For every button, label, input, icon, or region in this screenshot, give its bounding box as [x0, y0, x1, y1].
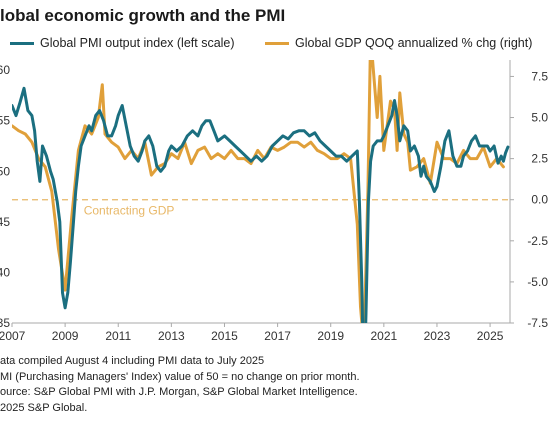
right-tick-label: 7.5 [531, 69, 548, 83]
legend: Global PMI output index (left scale) Glo… [0, 36, 551, 54]
chart-plot: 35 40 45 50 55 60 -7.5 -5.0 -2.5 0.0 2.5 5.0 7.5 2007… [0, 60, 548, 343]
x-tick-label: 2021 [370, 329, 397, 343]
left-tick-label: 60 [0, 63, 10, 77]
contracting-gdp-label: Contracting GDP [84, 204, 175, 218]
footnote-line: ata compiled August 4 including PMI data… [0, 355, 265, 367]
right-tick-label: -5.0 [527, 275, 548, 289]
legend-label-pmi: Global PMI output index (left scale) [40, 36, 235, 50]
right-tick-label: 5.0 [531, 111, 548, 125]
footnotes: ata compiled August 4 including PMI data… [0, 354, 360, 416]
chart-title: lobal economic growth and the PMI [0, 6, 286, 25]
right-tick-label: 2.5 [531, 152, 548, 166]
pmi-series-line [12, 86, 510, 323]
left-tick-label: 40 [0, 265, 10, 279]
legend-swatch-gdp [265, 41, 289, 45]
x-tick-label: 2019 [317, 329, 344, 343]
legend-swatch-pmi [10, 41, 34, 45]
right-tick-label: -2.5 [527, 234, 548, 248]
x-tick-label: 2023 [424, 329, 451, 343]
footnote-line: 2025 S&P Global. [0, 401, 88, 414]
left-tick-label: 50 [0, 164, 10, 178]
x-tick-label: 2007 [0, 329, 26, 343]
gdp-series-line [12, 60, 505, 323]
x-tick-label: 2025 [477, 329, 504, 343]
x-tick-label: 2017 [264, 329, 291, 343]
x-tick-label: 2009 [52, 329, 79, 343]
x-tick-label: 2013 [158, 329, 185, 343]
right-tick-label: 0.0 [531, 193, 548, 207]
x-tick-label: 2015 [211, 329, 238, 343]
x-tick-label: 2011 [105, 329, 131, 343]
left-tick-label: 45 [0, 215, 10, 229]
legend-label-gdp: Global GDP QOQ annualized % chg (right) [295, 36, 533, 50]
left-tick-label: 35 [0, 316, 10, 330]
right-tick-label: -7.5 [527, 316, 548, 330]
left-tick-label: 55 [0, 114, 10, 128]
legend-item-gdp: Global GDP QOQ annualized % chg (right) [265, 36, 532, 50]
footnote-line: ource: S&P Global PMI with J.P. Morgan, … [0, 386, 358, 398]
footnote-line: MI (Purchasing Managers' Index) value of… [0, 370, 360, 383]
legend-item-pmi: Global PMI output index (left scale) [10, 36, 235, 50]
